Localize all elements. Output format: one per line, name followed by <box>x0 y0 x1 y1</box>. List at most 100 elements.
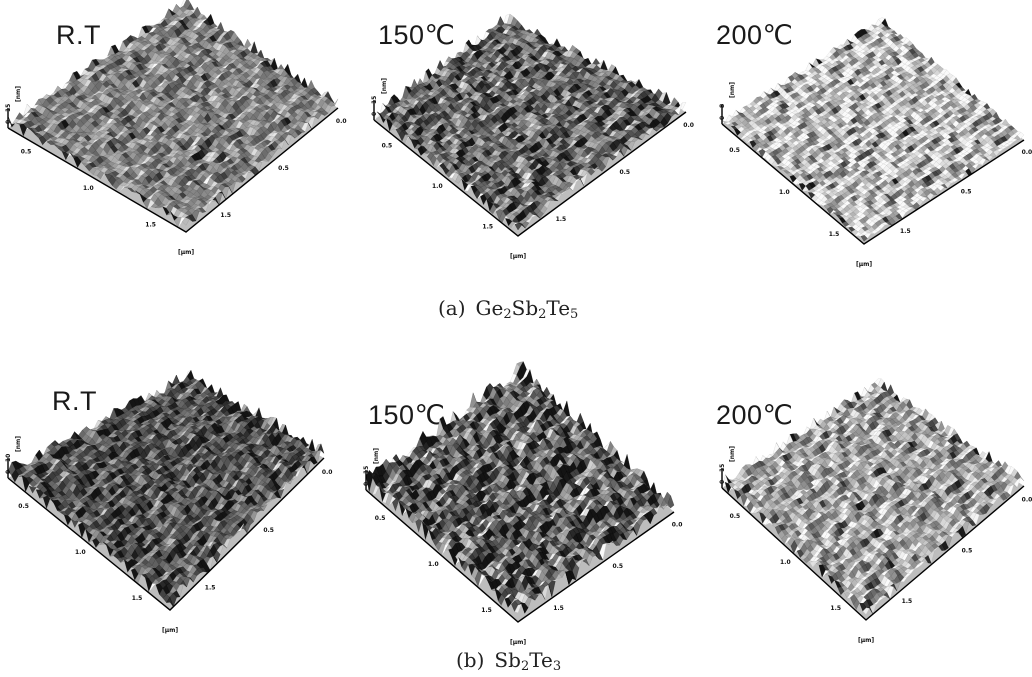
surface-mesh <box>721 378 1025 615</box>
afm-panel-0-0: 0.5 1.0 1.5 1.5 0.5 0.0 [µm] [nm] 0 15 <box>5 0 347 256</box>
x-tick-label: 1.0 <box>75 549 86 556</box>
z-tick-label: 10 <box>5 454 12 462</box>
afm-panel-1-0: 0.5 1.0 1.5 1.5 0.5 0.0 [µm] [nm] 0 10 <box>5 369 333 634</box>
surface-frame <box>373 100 687 237</box>
z-axis-label: [nm] <box>373 448 380 464</box>
surface-frame <box>7 107 339 233</box>
z-tick-label: 15 <box>5 104 12 112</box>
axis-unit-label: [µm] <box>162 627 178 634</box>
temp-label-a-rt: R.T <box>56 20 101 50</box>
caption-element: Ge <box>475 296 504 320</box>
x-tick-label: 1.5 <box>481 607 492 614</box>
afm-panel-1-2: 0.5 1.0 1.5 1.5 0.5 0.0 [µm] [nm] 0 15 <box>719 378 1032 644</box>
z-axis-label: [nm] <box>15 436 22 452</box>
x-tick-label: 1.0 <box>432 183 443 190</box>
x-tick-label: 1.0 <box>83 185 94 192</box>
temp-label-b-150: 150℃ <box>368 400 446 430</box>
y-tick-label: 0.5 <box>962 547 973 554</box>
axis-unit-label: [µm] <box>510 639 526 646</box>
axis-unit-label: [µm] <box>858 637 874 644</box>
x-tick-label: 1.0 <box>780 559 791 566</box>
surface-frame <box>7 457 325 611</box>
x-tick-label: 0.5 <box>18 503 29 510</box>
y-tick-label: 0.5 <box>278 165 289 172</box>
caption-a: (a) Ge2Sb2Te5 <box>438 296 578 322</box>
z-tick-label: 8 <box>719 104 726 108</box>
caption-subscript: 5 <box>570 307 579 322</box>
surface-mesh <box>365 361 675 614</box>
x-tick-label: 0.5 <box>21 149 32 156</box>
z-tick-label: 0 <box>5 120 12 124</box>
y-tick-label: 1.5 <box>553 605 564 612</box>
afm-panel-1-1: 0.5 1.0 1.5 1.5 0.5 0.0 [µm] [nm] 0 15 <box>363 361 683 646</box>
temp-label-b-200: 200℃ <box>716 400 794 430</box>
x-tick-label: 1.5 <box>829 231 840 238</box>
y-tick-label: 1.5 <box>556 216 567 223</box>
surface-mesh <box>721 17 1025 242</box>
caption-b: (b) Sb2Te3 <box>456 648 561 674</box>
z-axis-label: [nm] <box>729 446 736 462</box>
surface-frame <box>365 470 675 623</box>
caption-element: Te <box>546 296 571 320</box>
y-tick-label: 0.5 <box>961 189 972 196</box>
surface-mesh <box>7 0 339 228</box>
y-tick-label: 1.5 <box>205 585 216 592</box>
x-tick-label: 0.5 <box>382 142 393 149</box>
y-tick-label: 1.5 <box>902 598 913 605</box>
caption-subscript: 2 <box>503 307 512 322</box>
y-tick-label: 0.0 <box>336 118 347 125</box>
z-axis-label: [nm] <box>729 82 736 98</box>
afm-panel-0-2: 0.5 1.0 1.5 1.5 0.5 0.0 [µm] [nm] 0 8 <box>719 17 1032 268</box>
x-tick-label: 1.5 <box>145 221 156 228</box>
surface-mesh <box>7 369 325 608</box>
y-tick-label: 0.0 <box>672 521 683 528</box>
y-tick-label: 1.5 <box>220 212 231 219</box>
z-tick-label: 15 <box>363 466 370 474</box>
surface-frame <box>721 104 1025 245</box>
axis-unit-label: [µm] <box>178 249 194 256</box>
caption-element: Sb <box>494 648 521 672</box>
y-tick-label: 0.0 <box>1022 149 1032 156</box>
afm-panel-0-1: 0.5 1.0 1.5 1.5 0.5 0.0 [µm] [nm] 0 15 <box>371 13 694 260</box>
x-tick-label: 0.5 <box>729 147 740 154</box>
temp-label-a-150: 150℃ <box>378 20 456 50</box>
y-tick-label: 1.5 <box>900 228 911 235</box>
x-tick-label: 1.0 <box>779 189 790 196</box>
caption-label: (b) <box>456 648 485 672</box>
z-tick-label: 15 <box>719 464 726 472</box>
z-tick-label: 0 <box>5 470 12 474</box>
caption-subscript: 2 <box>520 659 530 674</box>
caption-element: Te <box>529 648 553 672</box>
y-tick-label: 0.5 <box>612 563 623 570</box>
y-tick-label: 0.0 <box>683 122 694 129</box>
z-tick-label: 0 <box>371 112 378 116</box>
z-tick-label: 0 <box>719 116 726 120</box>
x-tick-label: 1.5 <box>482 224 493 231</box>
x-tick-label: 0.5 <box>375 515 386 522</box>
caption-subscript: 3 <box>552 659 562 674</box>
x-tick-label: 1.5 <box>830 605 841 612</box>
y-tick-label: 0.0 <box>1022 496 1032 503</box>
caption-element: Sb <box>511 296 539 320</box>
z-axis-label: [nm] <box>15 86 22 102</box>
y-tick-label: 0.5 <box>263 527 274 534</box>
y-tick-label: 0.5 <box>619 169 630 176</box>
surface-frame <box>721 468 1025 621</box>
z-tick-label: 0 <box>719 480 726 484</box>
x-tick-label: 1.0 <box>428 561 439 568</box>
y-tick-label: 0.0 <box>322 469 333 476</box>
z-axis-label: [nm] <box>381 78 388 94</box>
caption-label: (a) <box>438 296 466 320</box>
z-tick-label: 0 <box>363 482 370 486</box>
caption-subscript: 2 <box>538 307 547 322</box>
axis-unit-label: [µm] <box>510 253 526 260</box>
x-tick-label: 0.5 <box>730 513 741 520</box>
temp-label-a-200: 200℃ <box>716 20 794 50</box>
axis-unit-label: [µm] <box>856 261 872 268</box>
x-tick-label: 1.5 <box>132 595 143 602</box>
surface-mesh <box>373 13 687 231</box>
z-tick-label: 15 <box>371 96 378 104</box>
temp-label-b-rt: R.T <box>52 386 97 416</box>
